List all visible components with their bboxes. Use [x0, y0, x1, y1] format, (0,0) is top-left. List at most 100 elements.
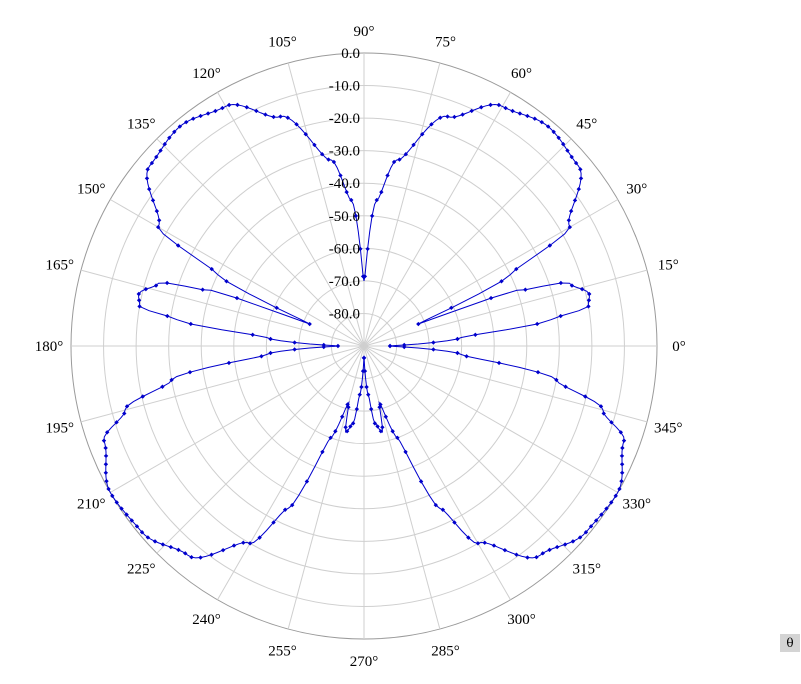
- data-point-marker: [523, 287, 528, 292]
- data-point-marker: [257, 535, 262, 540]
- data-point-marker: [525, 113, 530, 119]
- data-point-marker: [609, 500, 614, 505]
- data-point-marker: [380, 425, 385, 430]
- data-point-marker: [572, 198, 578, 203]
- data-point-marker: [145, 167, 150, 172]
- data-point-marker: [362, 368, 368, 374]
- data-point-marker: [379, 189, 384, 195]
- data-point-marker: [209, 266, 214, 272]
- data-point-marker: [114, 420, 119, 425]
- grid-spoke: [363, 199, 618, 347]
- data-point-marker: [545, 124, 551, 129]
- data-point-marker: [150, 198, 156, 203]
- data-point-marker: [619, 478, 624, 484]
- data-point-marker: [124, 404, 130, 409]
- data-point-marker: [387, 343, 393, 349]
- data-point-marker: [397, 157, 402, 162]
- data-point-marker: [534, 321, 540, 327]
- grid-spoke: [80, 345, 365, 423]
- data-point-marker: [621, 438, 627, 443]
- data-point-marker: [496, 360, 502, 366]
- data-point-marker: [136, 298, 142, 303]
- grid-spoke: [363, 345, 572, 554]
- angle-tick-label: 210°: [77, 497, 106, 513]
- angle-tick-label: 285°: [431, 643, 460, 659]
- data-point-marker: [573, 160, 579, 166]
- data-point-marker: [562, 542, 568, 547]
- data-point-marker: [569, 283, 575, 288]
- data-point-marker: [563, 384, 568, 389]
- radial-tick-label: -20.0: [329, 111, 360, 127]
- data-point-marker: [551, 129, 556, 135]
- data-point-marker: [292, 347, 297, 352]
- data-point-marker: [418, 479, 424, 484]
- data-point-marker: [496, 102, 502, 108]
- data-point-marker: [129, 518, 134, 523]
- data-point-marker: [268, 350, 273, 356]
- data-point-marker: [259, 354, 264, 359]
- data-point-marker: [226, 360, 232, 366]
- angle-tick-label: 195°: [45, 421, 74, 437]
- data-point-marker: [599, 512, 604, 517]
- data-point-marker: [271, 520, 276, 525]
- radial-tick-label: 0.0: [341, 46, 360, 62]
- theta-toggle-button[interactable]: θ: [780, 634, 800, 652]
- data-point-marker: [154, 154, 159, 160]
- data-point-marker: [438, 115, 443, 120]
- data-point-marker: [534, 555, 539, 560]
- data-point-marker: [344, 189, 349, 195]
- data-point-marker: [361, 355, 367, 361]
- angle-tick-label: 0°: [672, 339, 686, 355]
- data-point-marker: [620, 445, 625, 451]
- data-point-marker: [103, 453, 109, 459]
- data-point-marker: [403, 152, 409, 157]
- grid-spoke: [363, 62, 441, 347]
- data-point-marker: [375, 424, 380, 429]
- data-point-marker: [565, 148, 570, 153]
- data-point-marker: [514, 266, 519, 272]
- data-point-marker: [344, 429, 350, 434]
- data-point-marker: [333, 429, 338, 434]
- data-point-marker: [303, 131, 308, 137]
- data-point-marker: [499, 279, 504, 284]
- data-point-marker: [517, 111, 523, 116]
- data-point-marker: [567, 224, 573, 230]
- data-point-marker: [601, 411, 606, 416]
- data-point-marker: [473, 332, 478, 337]
- data-point-marker: [364, 384, 369, 390]
- data-point-marker: [145, 535, 151, 540]
- data-point-marker: [326, 157, 331, 162]
- data-point-marker: [416, 321, 421, 327]
- data-point-marker: [205, 111, 211, 116]
- data-point-marker: [285, 115, 290, 120]
- data-point-marker: [554, 377, 559, 383]
- data-point-marker: [155, 224, 161, 230]
- data-point-marker: [149, 160, 155, 166]
- angle-tick-label: 135°: [127, 116, 156, 132]
- data-point-marker: [101, 438, 107, 443]
- data-point-marker: [369, 213, 375, 219]
- data-point-marker: [372, 421, 378, 426]
- radial-tick-label: -80.0: [329, 306, 360, 322]
- data-point-marker: [290, 502, 295, 508]
- data-point-marker: [220, 547, 226, 553]
- data-point-marker: [452, 520, 457, 525]
- data-point-marker: [618, 430, 624, 435]
- data-point-marker: [156, 218, 162, 223]
- data-point-marker: [440, 507, 446, 512]
- data-point-marker: [357, 392, 362, 397]
- angle-tick-label: 150°: [77, 182, 106, 198]
- grid-spoke: [287, 62, 365, 347]
- angle-tick-label: 270°: [350, 654, 379, 670]
- data-point-marker: [268, 336, 273, 342]
- data-point-marker: [403, 449, 408, 455]
- angle-tick-label: 315°: [572, 562, 601, 578]
- data-point-marker: [136, 291, 141, 297]
- data-point-marker: [583, 530, 589, 535]
- data-point-marker: [119, 506, 124, 511]
- grid-spoke: [363, 269, 648, 347]
- data-point-marker: [213, 108, 218, 114]
- data-point-marker: [164, 280, 170, 286]
- data-point-marker: [547, 243, 553, 248]
- data-point-marker: [134, 524, 140, 529]
